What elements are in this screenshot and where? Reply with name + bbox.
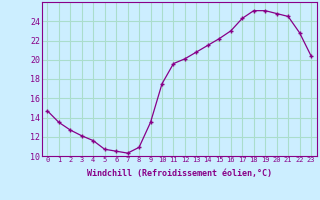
X-axis label: Windchill (Refroidissement éolien,°C): Windchill (Refroidissement éolien,°C)	[87, 169, 272, 178]
